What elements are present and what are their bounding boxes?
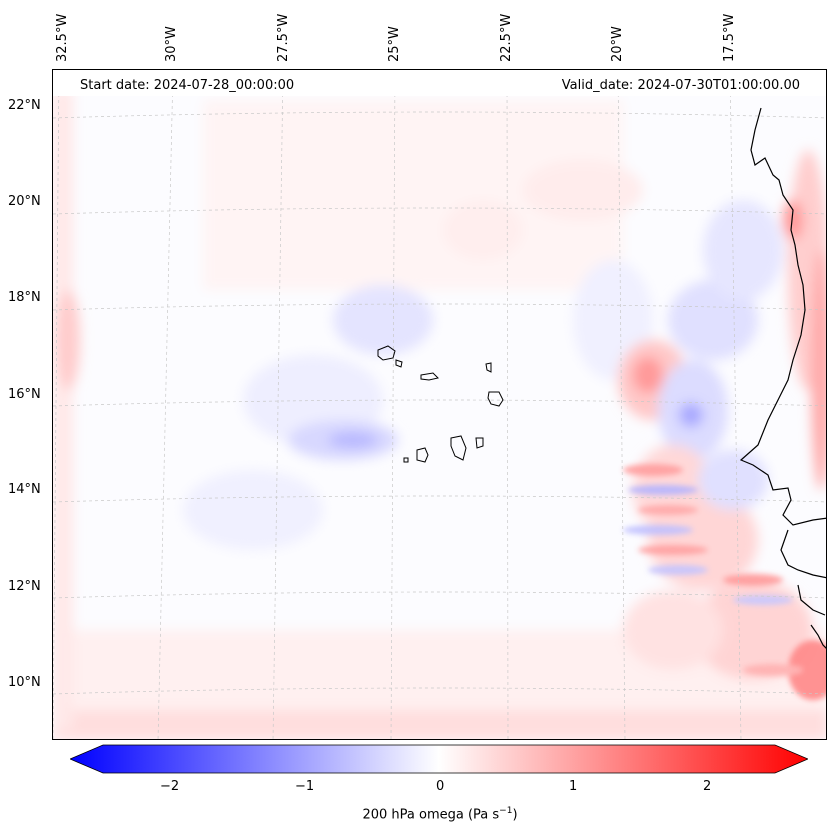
colorbar-tick-2: 2 bbox=[703, 779, 712, 794]
map-frame: Start date: 2024-07-28_00:00:00 Valid_da… bbox=[52, 69, 827, 740]
colorbar-tick-0: 0 bbox=[436, 779, 445, 794]
lon-label-25w: 25°W bbox=[387, 26, 402, 62]
colorbar-tick-neg1: −1 bbox=[295, 779, 315, 794]
header-strip: Start date: 2024-07-28_00:00:00 Valid_da… bbox=[53, 70, 826, 96]
start-date-label: Start date: 2024-07-28_00:00:00 bbox=[80, 78, 295, 93]
colorbar-label-suffix: ) bbox=[512, 807, 518, 823]
lon-label-22-5w: 22.5°W bbox=[499, 13, 514, 62]
lat-label-12n: 12°N bbox=[8, 579, 41, 594]
coastline bbox=[739, 107, 826, 649]
colorbar-tick-neg2: −2 bbox=[160, 779, 180, 794]
lat-label-10n: 10°N bbox=[8, 675, 41, 690]
colorbar-label: 200 hPa omega (Pa s−1) bbox=[0, 806, 837, 822]
valid-date-label: Valid_date: 2024-07-30T01:00:00.00 bbox=[561, 78, 800, 93]
colorbar-tick-1: 1 bbox=[569, 779, 578, 794]
cabo-verde-islands bbox=[377, 345, 504, 463]
colorbar-label-prefix: 200 hPa omega (Pa s bbox=[362, 807, 500, 823]
lat-label-18n: 18°N bbox=[8, 290, 41, 305]
lon-label-27-5w: 27.5°W bbox=[276, 13, 291, 62]
lat-label-14n: 14°N bbox=[8, 482, 41, 497]
lon-label-30w: 30°W bbox=[164, 26, 179, 62]
omega-field bbox=[53, 70, 826, 739]
colorbar bbox=[70, 744, 808, 774]
lon-label-32-5w: 32.5°W bbox=[55, 13, 70, 62]
lat-label-22n: 22°N bbox=[8, 98, 41, 113]
lat-label-20n: 20°N bbox=[8, 194, 41, 209]
lon-label-20w: 20°W bbox=[610, 26, 625, 62]
colorbar-label-exponent: −1 bbox=[499, 806, 513, 816]
colorbar-bar bbox=[70, 744, 808, 774]
lon-label-17-5w: 17.5°W bbox=[722, 13, 737, 62]
lat-label-16n: 16°N bbox=[8, 387, 41, 402]
